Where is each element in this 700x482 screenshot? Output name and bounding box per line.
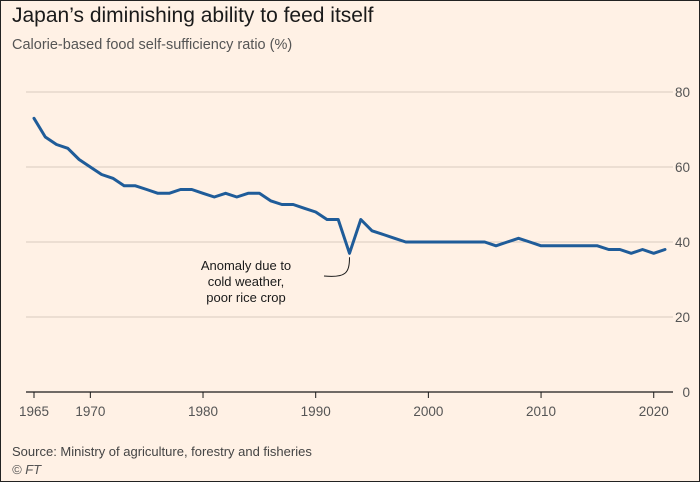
- y-tick-label-20: 20: [675, 310, 690, 325]
- y-tick-label-80: 80: [675, 85, 690, 100]
- series-layer: [32, 116, 667, 255]
- annotation-line-1: cold weather,: [208, 274, 285, 289]
- x-tick-label-2010: 2010: [526, 404, 556, 419]
- source-note: Source: Ministry of agriculture, forestr…: [12, 444, 312, 459]
- annotation-layer: Anomaly due to cold weather, poor rice cro…: [201, 257, 350, 305]
- annotation-leader-line: [323, 257, 350, 277]
- grid-lines: [26, 91, 673, 318]
- x-tick-label-1990: 1990: [301, 404, 331, 419]
- ft-credit: © FT: [12, 462, 42, 477]
- x-tick-label-2020: 2020: [639, 404, 669, 419]
- y-axis-labels: 0 20 40 60 80: [675, 85, 690, 400]
- x-tick-label-2000: 2000: [413, 404, 443, 419]
- series-line-0: [32, 116, 667, 255]
- x-tick-label-1980: 1980: [188, 404, 218, 419]
- x-tick-label-1965: 1965: [19, 404, 49, 419]
- chart-subtitle: Calorie-based food self-sufficiency rati…: [12, 37, 293, 53]
- annotation-line-0: Anomaly due to: [201, 258, 291, 273]
- annotation-line-2: poor rice crop: [206, 290, 285, 305]
- y-tick-label-0: 0: [682, 385, 690, 400]
- x-axis-labels: 1965 1970 1980 1990 2000 2010 2020: [19, 392, 669, 419]
- chart-title: Japan’s diminishing ability to feed itse…: [12, 4, 374, 27]
- y-tick-label-60: 60: [675, 160, 690, 175]
- y-tick-label-40: 40: [675, 235, 690, 250]
- x-tick-label-1970: 1970: [75, 404, 105, 419]
- annotation-text: Anomaly due to cold weather, poor rice cro…: [201, 258, 291, 305]
